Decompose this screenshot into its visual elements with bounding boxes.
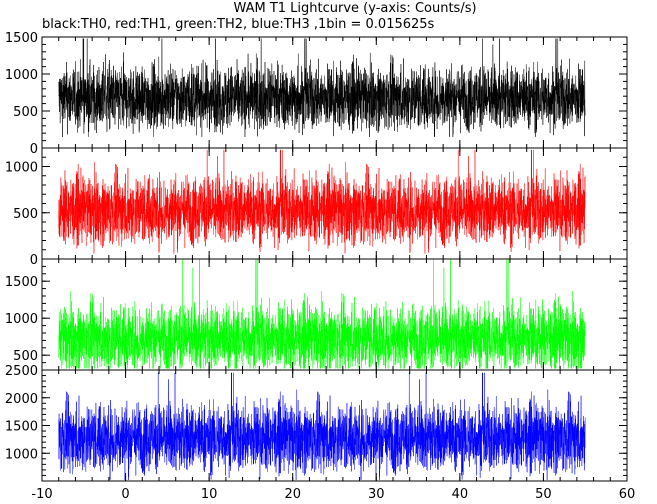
y-tick-label: 1000 [5,68,38,83]
y-tick-label: 1500 [5,420,38,435]
y-tick-label: 500 [13,349,38,364]
y-tick-label: 1500 [5,275,38,290]
y-tick-label: 1500 [5,31,38,46]
y-tick-label: 1000 [5,161,38,176]
x-tick-label: 30 [368,487,385,502]
chart-subtitle: black:TH0, red:TH1, green:TH2, blue:TH3 … [42,17,435,32]
panels-group: 0500100015000500100050010001500100015002… [5,31,635,502]
y-tick-label: 1000 [5,447,38,462]
x-tick-label: -10 [31,487,52,502]
y-tick-label: 0 [30,253,38,268]
y-tick-label: 2500 [5,364,38,379]
series-line-th3 [58,372,586,480]
panel-th3: 1000 1500 2000 2500 [5,364,628,482]
series-line-th2 [58,259,586,369]
y-tick-label: 0 [30,142,38,157]
y-tick-label: 1000 [5,312,38,327]
series-line-th0 [58,38,586,137]
y-tick-label: 500 [13,105,38,120]
series-line-th1 [58,149,586,254]
y-tick-label: 500 [13,207,38,222]
panel-th0: 0 500 1000 1500 [5,31,628,157]
chart-title: WAM T1 Lightcurve (y-axis: Counts/s) [233,1,476,16]
x-tick-label: 20 [284,487,301,502]
y-tick-label: 2000 [5,392,38,407]
x-tick-label: 60 [619,487,636,502]
x-tick-label: 50 [535,487,552,502]
x-tick-label: 0 [121,487,129,502]
x-tick-label: 10 [201,487,218,502]
panel-th2: 500 1000 1500 [5,258,628,371]
x-tick-label: 40 [452,487,469,502]
panel-th1: 0 500 1000 [5,147,628,268]
